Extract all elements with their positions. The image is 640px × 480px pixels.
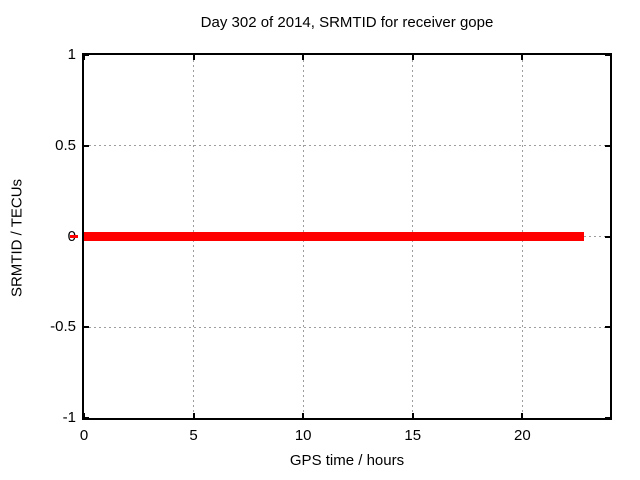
y-tick-label: 0: [20, 228, 76, 245]
series-edge-dash: [70, 235, 78, 238]
x-tick-mark: [83, 55, 85, 60]
x-tick-label: 10: [294, 427, 312, 444]
y-tick-label: 0.5: [55, 136, 76, 154]
y-tick-mark: [605, 54, 610, 56]
x-tick-label: 0: [79, 427, 89, 444]
x-tick-mark: [302, 413, 305, 418]
y-tick-label: -0.5: [50, 318, 76, 336]
x-tick-mark: [302, 55, 305, 60]
x-tick-label: 15: [404, 427, 422, 444]
x-tick-mark: [521, 413, 524, 418]
x-tick-label: 5: [189, 427, 198, 444]
x-tick-mark: [521, 55, 524, 60]
y-tick-mark: [605, 417, 610, 419]
y-tick-mark: [605, 235, 610, 238]
x-tick-mark: [83, 413, 85, 418]
x-tick-mark: [411, 413, 414, 418]
y-tick-label: -1: [62, 409, 76, 426]
h-gridline: [84, 326, 610, 328]
y-tick-label: 1: [67, 46, 76, 63]
x-tick-label: 20: [513, 427, 531, 444]
y-tick-mark: [605, 326, 610, 329]
y-tick-mark: [84, 144, 89, 147]
x-tick-mark: [192, 413, 195, 418]
x-tick-mark: [411, 55, 414, 60]
x-axis-label: GPS time / hours: [289, 452, 405, 469]
y-tick-mark: [605, 144, 610, 147]
y-tick-mark: [84, 54, 89, 56]
x-tick-mark: [192, 55, 195, 60]
h-gridline: [84, 145, 610, 147]
chart-title: Day 302 of 2014, SRMTID for receiver gop…: [200, 14, 494, 31]
y-tick-mark: [84, 326, 89, 329]
y-tick-mark: [84, 417, 89, 419]
series-line-srmtid: [84, 232, 584, 241]
